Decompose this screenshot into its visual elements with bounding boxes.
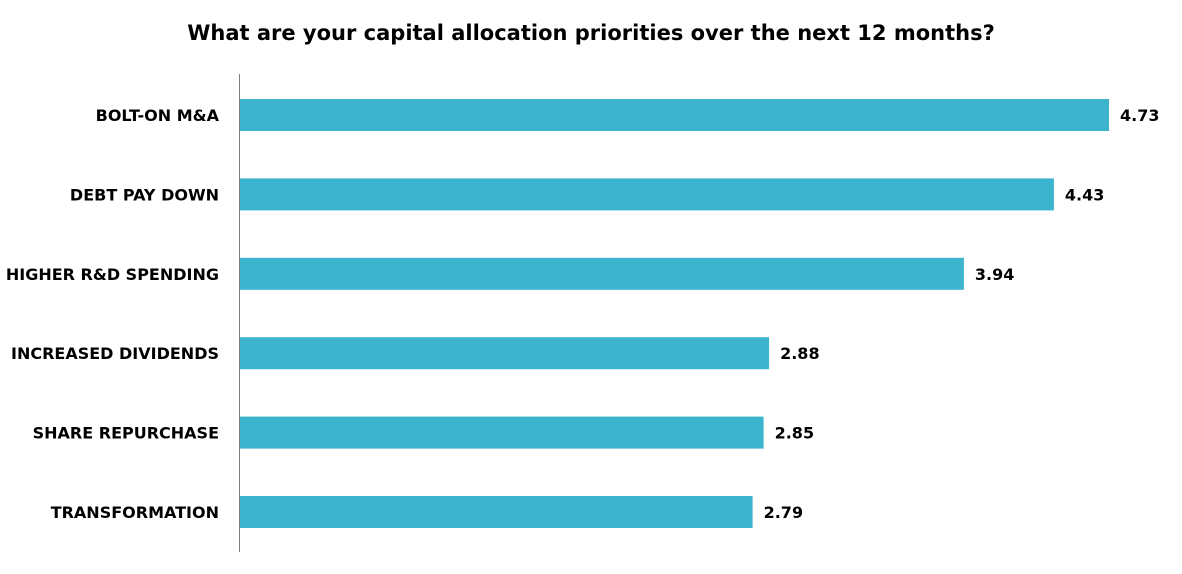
bar-3 <box>240 337 770 370</box>
bar-2 <box>240 257 964 290</box>
bar-4 <box>240 416 764 449</box>
value-label-5: 2.79 <box>764 503 803 522</box>
chart-title: What are your capital allocation priorit… <box>187 21 995 45</box>
category-label-4: SHARE REPURCHASE <box>33 424 219 443</box>
bars-layer <box>240 99 1109 528</box>
value-label-0: 4.73 <box>1120 106 1159 125</box>
labels-layer: BOLT-ON M&A 4.73 DEBT PAY DOWN 4.43 HIGHER R… <box>6 106 1160 522</box>
value-label-3: 2.88 <box>780 344 819 363</box>
category-label-1: DEBT PAY DOWN <box>70 185 219 204</box>
category-label-5: TRANSFORMATION <box>51 503 219 522</box>
category-label-0: BOLT-ON M&A <box>96 106 220 125</box>
bar-1 <box>240 178 1054 211</box>
category-label-3: INCREASED DIVIDENDS <box>11 344 219 363</box>
value-label-2: 3.94 <box>975 265 1014 284</box>
value-label-1: 4.43 <box>1065 185 1104 204</box>
bar-5 <box>240 496 753 528</box>
category-label-2: HIGHER R&D SPENDING <box>6 265 219 284</box>
bar-0 <box>240 99 1109 131</box>
value-label-4: 2.85 <box>775 424 814 443</box>
